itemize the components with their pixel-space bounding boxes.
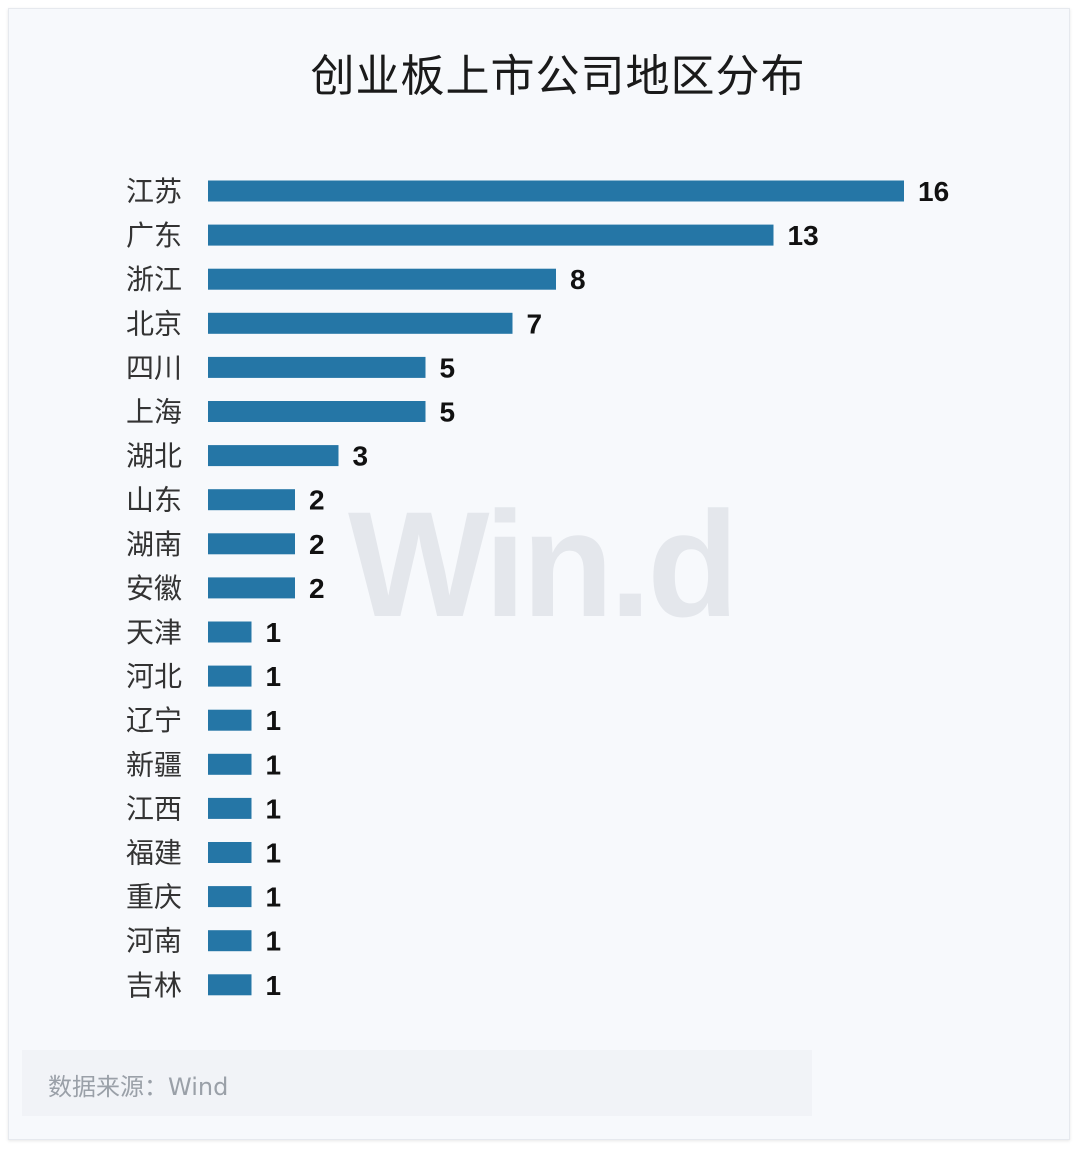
chart-title: 创业板上市公司地区分布 — [310, 51, 806, 102]
data-label: 8 — [570, 264, 586, 295]
bar — [208, 753, 252, 775]
category-label: 河南 — [126, 925, 182, 958]
category-label: 浙江 — [126, 263, 182, 296]
bar — [208, 709, 252, 731]
data-label: 16 — [918, 176, 949, 207]
watermark: Win.d — [348, 480, 739, 648]
source-note: 数据来源：Wind — [48, 1073, 229, 1101]
category-label: 福建 — [126, 837, 182, 870]
data-label: 1 — [266, 661, 282, 692]
data-label: 2 — [309, 485, 325, 516]
bar — [208, 886, 252, 908]
data-label: 1 — [266, 970, 282, 1001]
data-label: 1 — [266, 617, 282, 648]
data-label: 13 — [788, 220, 819, 251]
data-label: 1 — [266, 838, 282, 869]
data-label: 2 — [309, 573, 325, 604]
bar — [208, 974, 252, 996]
data-label: 1 — [266, 705, 282, 736]
data-label: 2 — [309, 529, 325, 560]
bar — [208, 445, 339, 467]
data-label: 5 — [440, 352, 456, 383]
category-label: 山东 — [126, 484, 182, 517]
data-label: 1 — [266, 926, 282, 957]
category-label: 四川 — [126, 351, 182, 384]
data-label: 5 — [440, 397, 456, 428]
bar — [208, 930, 252, 952]
category-label: 辽宁 — [126, 704, 182, 737]
data-label: 1 — [266, 749, 282, 780]
bar — [208, 268, 556, 290]
bar — [208, 180, 904, 202]
category-label: 广东 — [126, 219, 182, 252]
bar — [208, 621, 252, 643]
category-label: 湖北 — [126, 440, 182, 473]
category-label: 江西 — [126, 792, 182, 825]
data-label: 3 — [353, 441, 369, 472]
bar — [208, 489, 295, 511]
bar — [208, 577, 295, 599]
category-label: 湖南 — [126, 528, 182, 561]
bar — [208, 401, 426, 422]
category-label: 天津 — [126, 616, 182, 649]
bar — [208, 312, 513, 334]
bar — [208, 665, 252, 687]
category-label: 河北 — [126, 660, 182, 693]
bars-layer: 江苏 16 广东 13 浙江 8 北京 7 四川 5 上海 5 湖北 3 山东 2 湖南 2 安徽 2 天津 1 河北 1 辽宁… — [126, 175, 949, 1002]
category-label: 安徽 — [126, 572, 182, 605]
category-label: 新疆 — [126, 748, 182, 781]
category-label: 重庆 — [126, 881, 182, 914]
data-label: 1 — [266, 882, 282, 913]
footer-band — [22, 1050, 812, 1116]
category-label: 北京 — [126, 307, 182, 340]
category-label: 上海 — [126, 396, 182, 429]
bar — [208, 797, 252, 819]
bar — [208, 224, 774, 246]
data-label: 7 — [527, 308, 543, 339]
bar — [208, 533, 295, 555]
bar — [208, 356, 426, 378]
category-label: 江苏 — [126, 175, 182, 208]
bar — [208, 842, 252, 863]
category-label: 吉林 — [126, 969, 182, 1002]
data-label: 1 — [266, 793, 282, 824]
